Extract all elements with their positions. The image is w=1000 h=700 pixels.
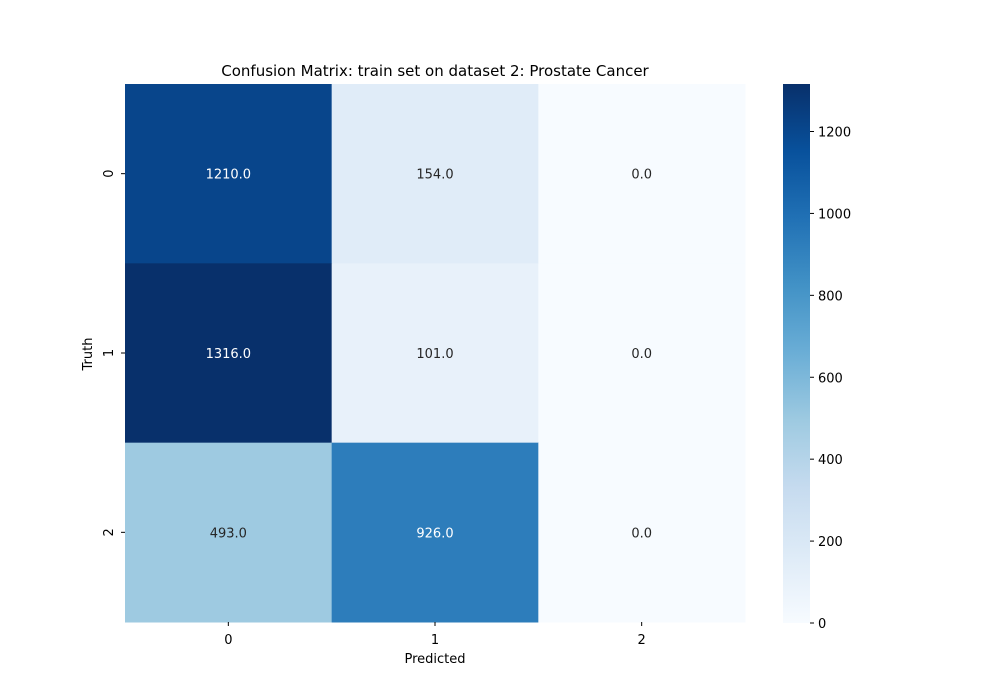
cell-label-r1-c1: 101.0	[416, 347, 453, 362]
colorbar-tick-label-3: 600	[818, 371, 843, 386]
cell-label-r0-c2: 0.0	[631, 168, 652, 183]
heatmap-cell-r1-c2	[538, 263, 746, 444]
colorbar-tick-label-6: 1200	[818, 126, 851, 141]
heatmap-cell-r2-c1	[331, 442, 539, 623]
y-tick-label-2: 2	[102, 528, 117, 536]
heatmap-cell-r2-c0	[125, 442, 333, 623]
chart-title: Confusion Matrix: train set on dataset 2…	[221, 62, 649, 80]
colorbar-tick-label-2: 400	[818, 453, 843, 468]
colorbar-tick-label-5: 1000	[818, 207, 851, 222]
cell-label-r0-c1: 154.0	[416, 168, 453, 183]
y-axis-ticks: 0 1 2	[102, 170, 125, 536]
x-axis-ticks: 0 1 2	[224, 622, 646, 648]
cell-label-r1-c2: 0.0	[631, 347, 652, 362]
x-tick-label-2: 2	[638, 633, 646, 648]
colorbar-tick-label-0: 0	[818, 617, 826, 632]
x-tick-label-1: 1	[431, 633, 439, 648]
cell-label-r2-c0: 493.0	[210, 526, 247, 541]
heatmap-cell-r0-c2	[538, 84, 746, 264]
heatmap-cell-labels: 1210.0 154.0 0.0 1316.0 101.0 0.0 493.0 926.0 0.…	[206, 168, 652, 542]
cell-label-r2-c2: 0.0	[631, 526, 652, 541]
colorbar-tick-label-4: 800	[818, 289, 843, 304]
heatmap-cell-r0-c1	[331, 84, 539, 264]
x-tick-label-0: 0	[224, 633, 232, 648]
heatmap-cell-r0-c0	[125, 84, 333, 264]
colorbar	[783, 84, 810, 623]
colorbar-ticks: 0 200 400 600 800 1000 1200	[810, 126, 851, 632]
heatmap-cell-r1-c0	[125, 263, 333, 444]
y-tick-label-1: 1	[102, 349, 117, 357]
y-tick-label-0: 0	[102, 170, 117, 178]
heatmap-cell-r1-c1	[331, 263, 539, 444]
heatmap-cell-r2-c2	[538, 442, 746, 623]
cell-label-r2-c1: 926.0	[416, 526, 453, 541]
x-axis-label: Predicted	[404, 652, 465, 667]
cell-label-r1-c0: 1316.0	[206, 347, 252, 362]
cell-label-r0-c0: 1210.0	[206, 168, 252, 183]
colorbar-tick-label-1: 200	[818, 535, 843, 550]
heatmap-cells	[125, 84, 746, 623]
y-axis-label: Truth	[81, 338, 96, 372]
